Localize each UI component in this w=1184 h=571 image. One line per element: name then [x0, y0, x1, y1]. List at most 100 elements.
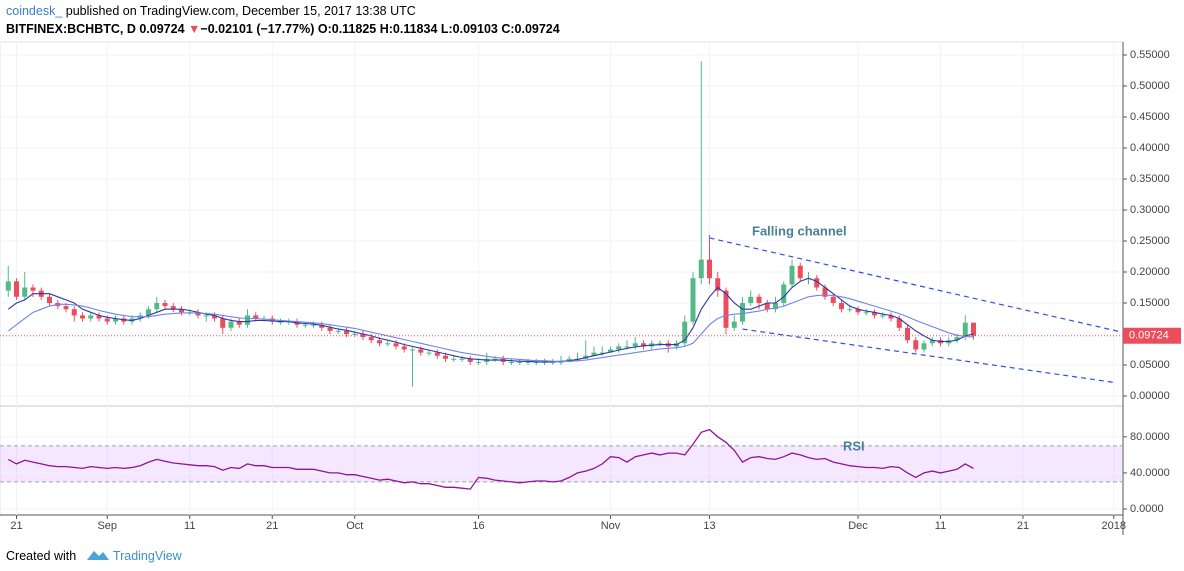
candle-body	[302, 324, 308, 326]
candle-body	[971, 322, 976, 336]
candle-body	[113, 318, 118, 322]
candle-body	[377, 340, 382, 344]
moving-average	[7, 294, 974, 362]
candle-body	[657, 343, 663, 345]
x-tick-label: 11	[184, 520, 195, 532]
x-tick-label: 21	[10, 520, 22, 532]
candle-body	[426, 352, 432, 354]
x-tick-label: Oct	[346, 520, 363, 532]
change: −0.02101 (−17.77%)	[200, 22, 315, 36]
candle-body	[228, 321, 234, 328]
candle-body	[781, 284, 787, 304]
candle-body	[451, 358, 457, 360]
last-price-label: 0.09724	[1129, 330, 1169, 342]
candle-body	[236, 321, 242, 325]
published: published on TradingView.com, December 1…	[65, 4, 416, 18]
candle-body	[707, 259, 712, 279]
candle-body	[880, 315, 886, 317]
x-tick-label: 21	[266, 520, 278, 532]
candle-body	[104, 318, 110, 322]
marks: 21 Sep 11 21 Oct 16 Nov 13 Dec 11 21 2018 0.00000 0.0…	[0, 42, 1181, 532]
candle-body	[311, 324, 316, 326]
candle-body	[434, 352, 440, 356]
candle-body	[88, 315, 94, 319]
candle-body	[698, 259, 704, 279]
candle-body	[888, 315, 894, 319]
y-tick-label: 0.50000	[1130, 80, 1170, 92]
candle-body	[773, 303, 778, 310]
candle-body	[896, 318, 902, 328]
candle-body	[22, 287, 28, 297]
rsi-band	[0, 445, 1122, 482]
candle-body	[96, 315, 102, 319]
x-tick-label: Dec	[848, 520, 868, 532]
x-tick-label: 2018	[1102, 520, 1126, 532]
candle-body	[5, 281, 11, 291]
change-arrow: ▼	[188, 22, 201, 36]
candle-body	[170, 306, 176, 310]
candle-body	[641, 343, 646, 347]
author[interactable]: coindesk_	[6, 4, 63, 18]
candle-body	[855, 309, 861, 313]
candle-body	[599, 352, 605, 354]
candle-body	[179, 309, 184, 313]
y-tick-label: 0.15000	[1130, 297, 1170, 309]
candle-body	[591, 352, 597, 356]
candle-body	[245, 315, 250, 325]
candle-body	[385, 343, 391, 345]
candle-body	[624, 346, 630, 348]
rsi-label: RSI	[843, 438, 865, 453]
y-tick-label: 0.45000	[1130, 111, 1170, 123]
candle-body	[212, 315, 217, 319]
candle-body	[690, 278, 696, 322]
candle-body	[764, 303, 770, 310]
brand[interactable]: TradingView	[112, 549, 182, 563]
y-tick-label: 0.25000	[1130, 235, 1170, 247]
y-tick-label: 0.20000	[1130, 266, 1170, 278]
annotation: Falling channel	[752, 223, 847, 238]
candle-body	[71, 309, 77, 316]
candle-body	[954, 337, 960, 341]
candle-body	[368, 337, 374, 341]
candle-body	[913, 340, 919, 350]
candle-body	[558, 361, 564, 363]
x-tick-label: 21	[1017, 520, 1029, 532]
candle-body	[839, 303, 844, 310]
candle-body	[929, 340, 935, 344]
footer: Created with TradingView	[6, 546, 182, 563]
candle-body	[509, 361, 514, 363]
candle-body	[80, 315, 85, 319]
candle-body	[682, 321, 688, 344]
x-tick-label: Sep	[97, 520, 117, 532]
candle-body	[154, 303, 160, 310]
candle-body	[319, 324, 325, 328]
x-tick-label: 11	[935, 520, 946, 532]
candle-body	[418, 349, 424, 353]
candle-body	[921, 343, 927, 350]
candle-body	[731, 321, 737, 328]
x-tick-label: 13	[703, 520, 715, 532]
candle-body	[203, 315, 209, 317]
candle-body	[393, 343, 399, 347]
candle-body	[616, 346, 622, 350]
candle-body	[14, 281, 19, 297]
y-tick-label: 0.00000	[1130, 390, 1170, 402]
candle-body	[756, 296, 762, 304]
rsi-line	[7, 428, 974, 490]
moving-average	[7, 277, 974, 363]
candle-body	[962, 322, 968, 338]
x-tick-label: 16	[472, 520, 484, 532]
candle-body	[905, 327, 910, 341]
candle-body	[253, 315, 259, 319]
y-tick-label: 0.05000	[1130, 359, 1170, 371]
x-tick-label: Nov	[601, 520, 621, 532]
candle-body	[476, 361, 481, 363]
candle-body	[459, 358, 465, 360]
last-price: 0.09724	[139, 22, 185, 36]
candle-body	[146, 309, 151, 316]
candle-body	[872, 312, 877, 316]
y-tick-label: 0.55000	[1130, 49, 1170, 61]
header-line-2: BITFINEX:BCHBTC, D 0.09724 ▼−0.02101 (−1…	[6, 22, 560, 36]
